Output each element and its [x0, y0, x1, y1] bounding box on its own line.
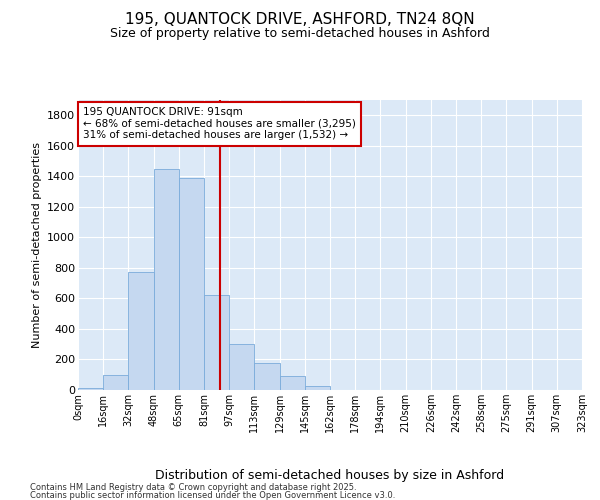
Bar [179, 178, 204, 390]
Bar [78, 388, 103, 390]
Text: 195, QUANTOCK DRIVE, ASHFORD, TN24 8QN: 195, QUANTOCK DRIVE, ASHFORD, TN24 8QN [125, 12, 475, 28]
Bar [154, 168, 179, 390]
Bar [254, 364, 280, 390]
Text: 195 QUANTOCK DRIVE: 91sqm
← 68% of semi-detached houses are smaller (3,295)
31% : 195 QUANTOCK DRIVE: 91sqm ← 68% of semi-… [83, 108, 356, 140]
Bar [229, 344, 254, 390]
Text: Contains HM Land Registry data © Crown copyright and database right 2025.: Contains HM Land Registry data © Crown c… [30, 483, 356, 492]
Text: Contains public sector information licensed under the Open Government Licence v3: Contains public sector information licen… [30, 490, 395, 500]
Bar [305, 386, 330, 390]
Bar [103, 374, 128, 390]
Bar [128, 272, 154, 390]
Bar [280, 376, 305, 390]
Bar [204, 296, 229, 390]
Text: Size of property relative to semi-detached houses in Ashford: Size of property relative to semi-detach… [110, 28, 490, 40]
Text: Distribution of semi-detached houses by size in Ashford: Distribution of semi-detached houses by … [155, 468, 505, 481]
Y-axis label: Number of semi-detached properties: Number of semi-detached properties [32, 142, 41, 348]
